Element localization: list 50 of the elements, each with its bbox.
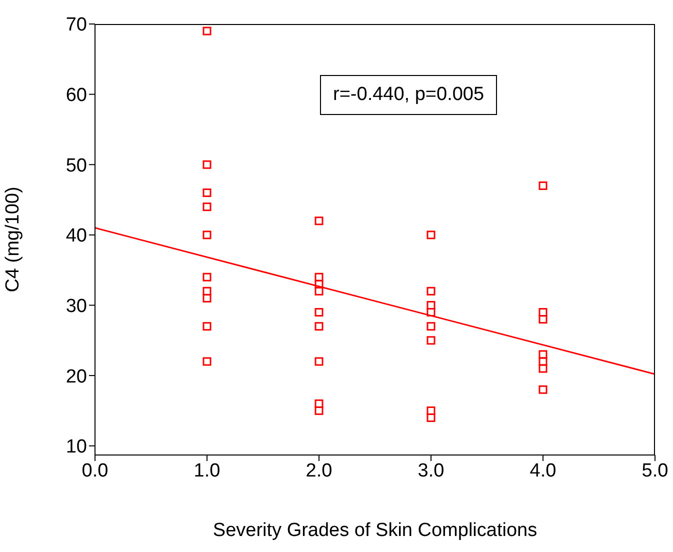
point xyxy=(202,272,212,282)
point xyxy=(314,280,324,288)
point xyxy=(426,230,436,240)
y-tick-label: 70 xyxy=(66,14,87,36)
point xyxy=(426,308,436,317)
point xyxy=(202,202,212,212)
point xyxy=(426,413,436,422)
point xyxy=(426,336,436,345)
point xyxy=(314,406,324,415)
point xyxy=(314,399,324,408)
point xyxy=(538,308,548,317)
point xyxy=(426,406,436,415)
point xyxy=(314,308,324,317)
y-tick-label: 20 xyxy=(66,366,87,388)
point xyxy=(202,230,212,240)
point xyxy=(202,188,212,197)
point xyxy=(202,160,212,169)
point xyxy=(426,322,436,331)
point xyxy=(538,315,548,324)
point xyxy=(314,286,324,296)
point xyxy=(314,272,324,282)
x-tick-label: 0.0 xyxy=(82,460,108,482)
annotation: r=-0.440, p=0.005 xyxy=(320,75,498,115)
y-axis-title: C4 (mg/100) xyxy=(2,186,24,292)
x-tick-label: 1.0 xyxy=(194,460,220,482)
point xyxy=(202,294,212,302)
y-tick-label: 40 xyxy=(66,226,87,247)
point xyxy=(202,286,212,296)
x-tick-label: 4.0 xyxy=(530,460,556,482)
point xyxy=(538,181,548,190)
point xyxy=(202,357,212,366)
point xyxy=(538,364,548,373)
y-tick-label: 60 xyxy=(66,85,87,106)
point xyxy=(202,322,212,331)
point xyxy=(314,322,324,331)
point xyxy=(538,385,548,394)
point xyxy=(538,350,548,359)
point xyxy=(202,26,212,36)
x-tick-label: 5.0 xyxy=(642,460,668,482)
point xyxy=(314,216,324,226)
y-tick-label: 50 xyxy=(66,155,87,176)
x-tick-label: 3.0 xyxy=(418,460,444,482)
x-axis-title: Severity Grades of Skin Complications xyxy=(212,520,538,541)
point xyxy=(426,300,436,310)
point xyxy=(314,357,324,366)
point xyxy=(426,286,436,296)
y-tick-label: 30 xyxy=(66,296,87,317)
point xyxy=(538,357,548,366)
y-tick-label: 10 xyxy=(66,436,87,458)
x-tick-label: 2.0 xyxy=(306,460,332,482)
